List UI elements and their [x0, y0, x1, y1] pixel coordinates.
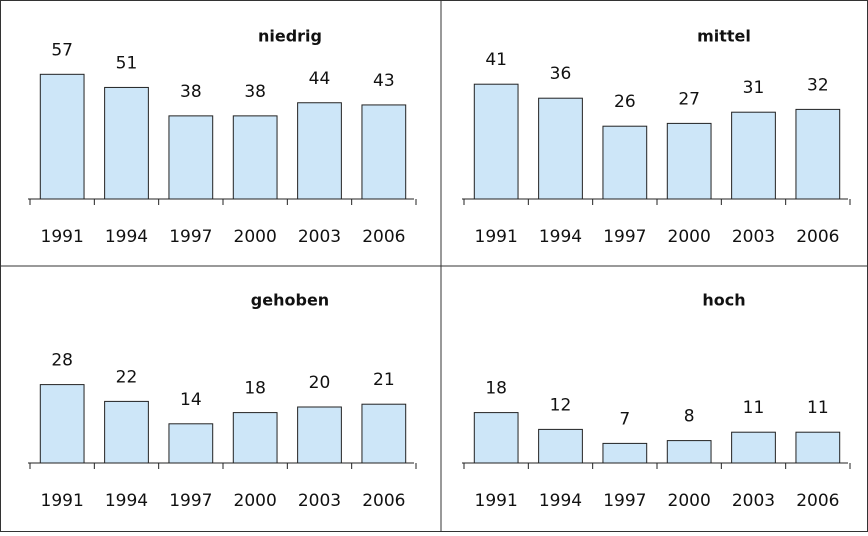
x-tick-label: 1991 [41, 491, 84, 511]
panel-title: hoch [702, 291, 745, 310]
x-tick-label: 1991 [475, 227, 518, 247]
x-tick-label: 2006 [362, 491, 405, 511]
bar [168, 423, 214, 464]
x-tick-label: 1994 [105, 227, 148, 247]
value-label: 57 [51, 40, 73, 60]
x-tick-label: 2006 [362, 227, 405, 247]
x-tick-label: 2003 [732, 227, 775, 247]
panel-title: niedrig [258, 27, 322, 46]
value-label: 38 [180, 82, 202, 102]
bar [473, 412, 519, 464]
value-label: 26 [614, 92, 636, 112]
bar [473, 83, 519, 200]
value-label: 27 [678, 89, 700, 109]
x-tick-label: 2006 [796, 491, 839, 511]
value-label: 14 [180, 390, 202, 410]
value-label: 38 [244, 82, 266, 102]
bar [104, 86, 149, 200]
x-tick-label: 1991 [475, 491, 518, 511]
bar [39, 384, 85, 464]
x-tick-label: 1991 [41, 227, 84, 247]
value-label: 22 [116, 367, 138, 387]
value-label: 11 [743, 398, 765, 418]
x-tick-label: 1994 [105, 491, 148, 511]
panel-title: gehoben [251, 291, 329, 310]
bar [795, 108, 841, 200]
value-label: 11 [807, 398, 829, 418]
bar [795, 431, 841, 464]
value-label: 18 [485, 379, 507, 399]
x-tick-label: 2003 [298, 227, 341, 247]
value-label: 31 [743, 78, 765, 98]
bar [361, 104, 407, 200]
x-tick-label: 1997 [169, 491, 212, 511]
x-tick-label: 1994 [539, 491, 582, 511]
value-label: 18 [244, 379, 266, 399]
bar [602, 125, 648, 200]
bar [538, 97, 583, 200]
value-label: 36 [550, 64, 572, 84]
panel-title: mittel [697, 27, 751, 46]
bar [731, 431, 776, 464]
x-tick-label: 2003 [298, 491, 341, 511]
value-label: 28 [51, 351, 73, 371]
value-label: 32 [807, 75, 829, 95]
x-tick-label: 2000 [234, 491, 277, 511]
bar [168, 115, 214, 200]
value-label: 43 [373, 71, 395, 91]
x-tick-label: 2000 [668, 227, 711, 247]
x-tick-label: 2000 [668, 491, 711, 511]
bar [361, 403, 407, 464]
value-label: 51 [116, 53, 138, 73]
bar [666, 440, 712, 464]
bar [232, 412, 278, 464]
value-label: 12 [550, 395, 572, 415]
bar [232, 115, 278, 200]
value-label: 44 [309, 69, 331, 89]
x-tick-label: 2006 [796, 227, 839, 247]
value-label: 7 [619, 409, 630, 429]
bar [602, 442, 648, 464]
x-tick-label: 2003 [732, 491, 775, 511]
x-tick-label: 1994 [539, 227, 582, 247]
bar [538, 428, 583, 464]
value-label: 8 [684, 407, 695, 427]
x-tick-label: 1997 [603, 227, 646, 247]
bar [104, 400, 149, 464]
x-tick-label: 2000 [234, 227, 277, 247]
x-tick-label: 1997 [169, 227, 212, 247]
bar [731, 111, 776, 200]
value-label: 21 [373, 370, 395, 390]
bar [297, 406, 342, 464]
bar [297, 102, 342, 200]
bar [666, 122, 712, 200]
value-label: 41 [485, 50, 507, 70]
x-tick-label: 1997 [603, 491, 646, 511]
bar [39, 73, 85, 200]
value-label: 20 [309, 373, 331, 393]
